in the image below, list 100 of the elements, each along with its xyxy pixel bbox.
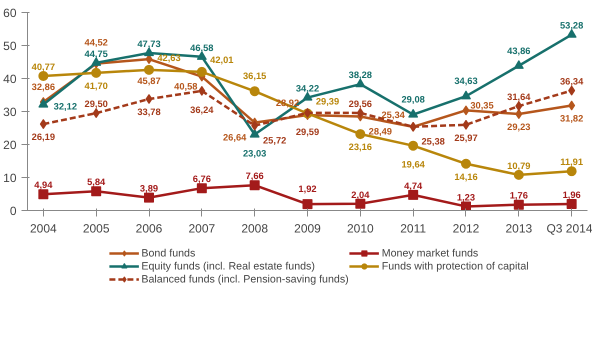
data-label: 23,16 — [348, 142, 372, 152]
point — [408, 190, 418, 200]
point — [460, 158, 471, 169]
point — [514, 170, 524, 180]
data-label: 29,56 — [348, 98, 372, 109]
legend-label: Funds with protection of capital — [382, 260, 529, 272]
data-label: 29,08 — [401, 94, 425, 105]
point — [250, 86, 260, 96]
point — [144, 47, 154, 56]
point — [91, 68, 102, 78]
point — [355, 198, 366, 209]
data-label: 42,01 — [210, 54, 234, 65]
legend-label: Bond funds — [141, 246, 196, 260]
data-label: 1,76 — [510, 190, 528, 201]
y-tick-label: 50 — [3, 39, 17, 53]
data-label: 40,77 — [32, 62, 56, 72]
point — [251, 120, 258, 131]
point — [514, 200, 524, 210]
point — [40, 119, 47, 130]
point — [462, 105, 470, 116]
data-label: 25,97 — [454, 132, 478, 143]
data-label: 29,59 — [296, 126, 320, 137]
y-tick-label: 30 — [3, 105, 17, 119]
data-label: 31,64 — [507, 92, 532, 102]
data-label: 23,03 — [243, 148, 266, 158]
point — [198, 86, 206, 96]
x-tick-label: 2006 — [136, 222, 163, 236]
data-label: 34,63 — [454, 76, 478, 86]
point — [92, 108, 100, 118]
legend-label: Balanced funds (incl. Pension-saving funds) — [141, 272, 349, 286]
x-tick-label: 2007 — [188, 222, 216, 236]
point — [196, 183, 207, 194]
point — [356, 108, 364, 118]
point — [144, 192, 154, 203]
y-tick-label: 20 — [3, 138, 17, 152]
point — [460, 90, 471, 100]
data-label: 30,35 — [470, 100, 494, 110]
point — [250, 128, 260, 138]
point — [38, 70, 48, 81]
x-tick-label: Q3 2014 — [546, 222, 593, 236]
data-label: 32,86 — [32, 82, 56, 92]
point — [514, 60, 524, 69]
legend-label: Equity funds (incl. Real estate funds) — [141, 260, 315, 272]
data-label: 43,86 — [507, 46, 530, 56]
point — [250, 180, 260, 190]
point — [566, 166, 577, 176]
data-label: 29,50 — [84, 99, 108, 110]
x-tick-label: 2013 — [505, 222, 532, 236]
data-label: 47,73 — [137, 38, 161, 49]
y-tick-label: 40 — [3, 72, 17, 86]
x-tick-label: 2011 — [400, 222, 426, 236]
legend-label: Money market funds — [382, 246, 478, 260]
data-label: 46,58 — [190, 42, 214, 53]
x-tick-label: 2008 — [241, 222, 268, 236]
point — [568, 100, 576, 110]
data-label: 44,52 — [84, 38, 108, 48]
data-label: 10,79 — [507, 160, 530, 171]
data-label: 45,87 — [137, 76, 161, 86]
data-label: 25,34 — [381, 110, 406, 120]
data-label: 26,64 — [223, 132, 248, 143]
x-tick-label: 2010 — [346, 222, 374, 236]
data-label: 36,15 — [243, 71, 266, 82]
data-label: 28,49 — [368, 126, 392, 136]
point — [146, 94, 153, 104]
data-label: 29,39 — [316, 96, 340, 107]
data-label: 36,34 — [560, 76, 584, 87]
point — [355, 129, 366, 140]
data-label: 1,23 — [456, 192, 476, 202]
data-label: 11,91 — [560, 157, 584, 168]
data-label: 1,96 — [562, 190, 581, 200]
point — [515, 101, 522, 112]
data-label: 26,19 — [32, 132, 56, 142]
data-label: 44,75 — [84, 48, 108, 59]
point — [302, 199, 312, 210]
data-label: 33,78 — [137, 107, 161, 118]
data-label: 4,74 — [404, 180, 424, 191]
point — [460, 201, 471, 210]
point — [566, 199, 577, 210]
data-label: 41,70 — [84, 80, 108, 91]
data-label: 53,28 — [560, 20, 584, 31]
point — [515, 109, 522, 120]
data-label: 42,63 — [157, 52, 181, 63]
data-label: 40,58 — [174, 82, 198, 92]
x-tick-label: 2012 — [452, 222, 480, 236]
x-tick-label: 2005 — [82, 222, 110, 236]
data-label: 38,28 — [348, 70, 372, 80]
data-label: 7,66 — [246, 171, 264, 182]
data-label: 36,24 — [190, 104, 214, 115]
data-label: 1,92 — [298, 184, 317, 194]
point — [408, 140, 418, 151]
data-label: 4,94 — [34, 180, 54, 190]
data-label: 2,04 — [351, 190, 370, 200]
data-label: 25,38 — [421, 136, 445, 147]
point — [91, 186, 102, 196]
point — [196, 66, 207, 77]
point — [408, 108, 418, 118]
data-label: 25,72 — [263, 136, 286, 146]
point — [462, 120, 470, 130]
y-tick-label: 0 — [10, 204, 17, 218]
data-label: 31,82 — [560, 113, 584, 124]
